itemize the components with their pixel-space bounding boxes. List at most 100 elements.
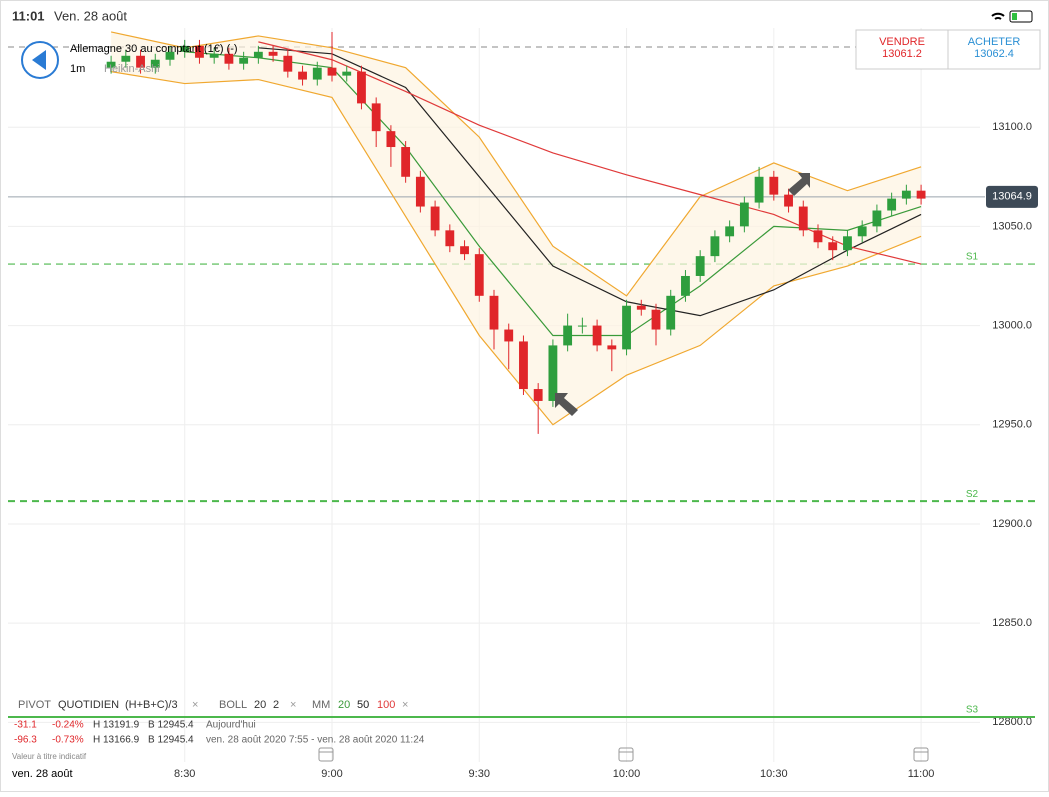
status-date: Ven. 28 août (54, 8, 127, 23)
y-tick-label: 13050.0 (992, 220, 1032, 232)
candle-body (195, 45, 204, 58)
candle-body (725, 226, 735, 237)
stat-percent: -0.24% (52, 720, 84, 731)
indicator-line (110, 31, 922, 297)
candle-body (813, 230, 823, 243)
indicator-line (184, 51, 922, 337)
candle-body (253, 51, 263, 58)
candle-body (828, 242, 838, 251)
legend-text: BOLL (219, 699, 247, 711)
legend-text: 20 (254, 699, 266, 711)
candle-body (901, 190, 911, 199)
x-tick-label: 9:30 (469, 768, 490, 780)
remove-button[interactable]: × (192, 699, 198, 711)
candle-body (121, 55, 131, 62)
candle-body (504, 329, 514, 342)
level-label: S3 (966, 705, 979, 716)
candle-body (548, 345, 558, 401)
chart-style: Heikin-Ashi (104, 63, 160, 75)
candle-body (489, 295, 499, 330)
last-price-label: 13064.9 (992, 191, 1032, 203)
candle-body (474, 254, 484, 296)
candle-body (710, 236, 720, 257)
disclaimer: Valeur à titre indicatif (12, 752, 87, 761)
remove-button[interactable]: × (402, 699, 408, 711)
candle-body (916, 190, 926, 199)
candle-body (386, 131, 396, 148)
level-label: S1 (966, 252, 979, 263)
candle-body (563, 325, 573, 346)
candle-body (312, 67, 322, 80)
candle-body (857, 226, 867, 237)
candle-body (371, 103, 381, 132)
candle-body (357, 71, 366, 104)
y-tick-label: 13000.0 (992, 319, 1032, 331)
stat-period: ven. 28 août 2020 7:55 - ven. 28 août 20… (206, 735, 425, 746)
candle-body (666, 295, 676, 330)
candle-body (445, 230, 455, 247)
candle-body (784, 194, 793, 207)
stats: -31.1 -0.24% H 13191.9 B 12945.4 Aujourd… (12, 720, 425, 780)
level-label: S2 (966, 489, 979, 500)
candle-body (415, 176, 425, 207)
x-tick-label: 10:00 (613, 768, 641, 780)
candle-body (165, 51, 175, 60)
sell-label[interactable]: VENDRE (879, 36, 925, 48)
candle-body (430, 206, 440, 231)
candle-body (268, 51, 278, 56)
stat-period: Aujourd'hui (206, 720, 256, 731)
candle-body (592, 325, 602, 346)
legend-text: MM (312, 699, 330, 711)
candle-body (298, 71, 307, 80)
legend-text: QUOTIDIEN (58, 699, 119, 711)
candle-body (887, 198, 897, 211)
indicator-line (258, 47, 922, 317)
candle-body (872, 210, 882, 227)
candle-body (739, 202, 749, 227)
candle-body (401, 147, 411, 177)
buy-label[interactable]: ACHETER (968, 36, 1021, 48)
stat-high: H 13166.9 (93, 735, 140, 746)
candle-body (695, 256, 705, 276)
annotation-arrow (555, 393, 578, 416)
stat-low: B 12945.4 (148, 720, 194, 731)
interval: 1m (70, 63, 85, 75)
candle-body (136, 55, 145, 68)
x-tick-label: 9:00 (321, 768, 342, 780)
y-tick-label: 12850.0 (992, 617, 1032, 629)
instrument-name: Allemagne 30 au comptant (1€) (-) (70, 43, 238, 55)
candle-body (150, 59, 160, 68)
back-arrow (32, 50, 46, 70)
bollinger-fill (111, 31, 922, 425)
legend-text: 2 (273, 699, 279, 711)
legend-text: 20 (338, 699, 350, 711)
stat-change: -96.3 (14, 735, 37, 746)
stat-low: B 12945.4 (148, 735, 194, 746)
legend-text: 50 (357, 699, 369, 711)
date-label: ven. 28 août (12, 768, 73, 780)
candle-body (636, 305, 646, 310)
candle-body (577, 325, 587, 327)
sell-price[interactable]: 13061.2 (882, 48, 922, 60)
stat-high: H 13191.9 (93, 720, 140, 731)
candle-body (342, 71, 352, 76)
candle-body (239, 57, 249, 64)
x-tick-label: 8:30 (174, 768, 195, 780)
candle-body (843, 236, 852, 251)
last-price-box (986, 185, 1038, 208)
indicator-legend: PIVOT QUOTIDIEN (H+B+C)/3 × BOLL 20 2 × … (18, 699, 408, 711)
candle-body (681, 275, 690, 296)
remove-button[interactable]: × (290, 699, 296, 711)
legend-text: (H+B+C)/3 (125, 699, 178, 711)
x-tick-label: 11:00 (908, 768, 935, 780)
buy-price[interactable]: 13062.4 (974, 48, 1014, 60)
y-tick-label: 12800.0 (992, 716, 1032, 728)
candle-body (798, 206, 808, 231)
candle-body (769, 176, 779, 195)
candle-body (327, 67, 337, 76)
candle-body (519, 341, 528, 390)
candle-body (622, 305, 631, 350)
candle-body (607, 345, 617, 350)
